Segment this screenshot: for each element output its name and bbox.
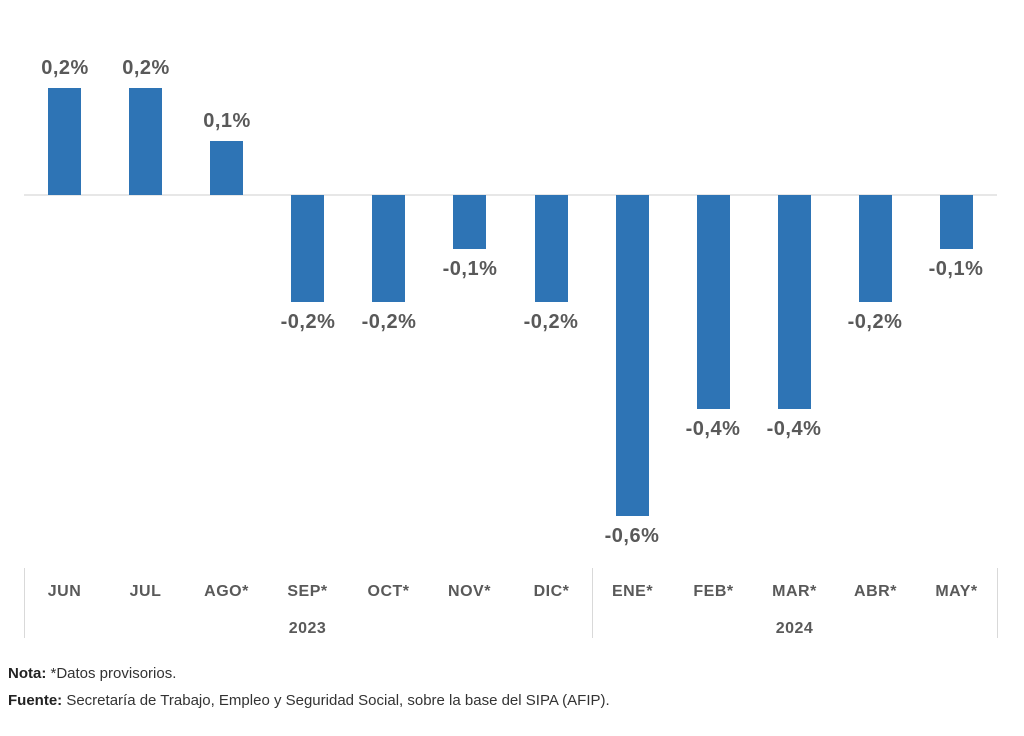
bar-value-label: 0,2% bbox=[122, 57, 170, 79]
axis-separator-line bbox=[24, 568, 25, 638]
bar bbox=[372, 195, 405, 302]
zero-axis-line bbox=[24, 194, 997, 196]
bar bbox=[210, 141, 243, 195]
bar bbox=[453, 195, 486, 249]
x-axis-label: OCT* bbox=[367, 583, 410, 600]
source-text: Secretaría de Trabajo, Empleo y Segurida… bbox=[62, 692, 610, 709]
x-axis-label: JUL bbox=[129, 583, 162, 600]
year-label: 2023 bbox=[288, 620, 327, 637]
bar bbox=[129, 88, 162, 195]
note-text: *Datos provisorios. bbox=[46, 665, 177, 682]
x-axis-label: DIC* bbox=[533, 583, 570, 600]
note-line: Nota: *Datos provisorios. bbox=[8, 665, 176, 682]
x-axis-label: ABR* bbox=[854, 583, 897, 600]
x-axis-label: MAY* bbox=[935, 583, 978, 600]
bar bbox=[291, 195, 324, 302]
x-axis-label: JUN bbox=[47, 583, 82, 600]
bar-value-label: 0,2% bbox=[41, 57, 89, 79]
bar-value-label: -0,6% bbox=[604, 525, 660, 547]
bar-value-label: -0,1% bbox=[442, 258, 498, 280]
axis-separator-line bbox=[997, 568, 998, 638]
x-axis-label: SEP* bbox=[287, 583, 328, 600]
note-label: Nota: bbox=[8, 665, 47, 682]
bar bbox=[48, 88, 81, 195]
x-axis-label: MAR* bbox=[772, 583, 817, 600]
bar-value-label: -0,4% bbox=[685, 418, 741, 440]
bar bbox=[697, 195, 730, 409]
bar bbox=[940, 195, 973, 249]
source-label: Fuente: bbox=[8, 692, 63, 709]
bar-value-label: -0,2% bbox=[847, 311, 903, 333]
bar bbox=[616, 195, 649, 516]
year-label: 2024 bbox=[775, 620, 814, 637]
bar bbox=[859, 195, 892, 302]
bar bbox=[535, 195, 568, 302]
bar-value-label: -0,2% bbox=[280, 311, 336, 333]
bar-value-label: -0,2% bbox=[523, 311, 579, 333]
bar-value-label: -0,1% bbox=[928, 258, 984, 280]
x-axis-label: FEB* bbox=[693, 583, 734, 600]
axis-separator-line bbox=[592, 568, 593, 638]
bar-value-label: 0,1% bbox=[203, 110, 251, 132]
bar bbox=[778, 195, 811, 409]
x-axis-label: NOV* bbox=[448, 583, 491, 600]
source-line: Fuente: Secretaría de Trabajo, Empleo y … bbox=[8, 692, 610, 709]
x-axis-label: ENE* bbox=[611, 583, 654, 600]
x-axis-label: AGO* bbox=[204, 583, 249, 600]
bar-value-label: -0,2% bbox=[361, 311, 417, 333]
bar-value-label: -0,4% bbox=[766, 418, 822, 440]
